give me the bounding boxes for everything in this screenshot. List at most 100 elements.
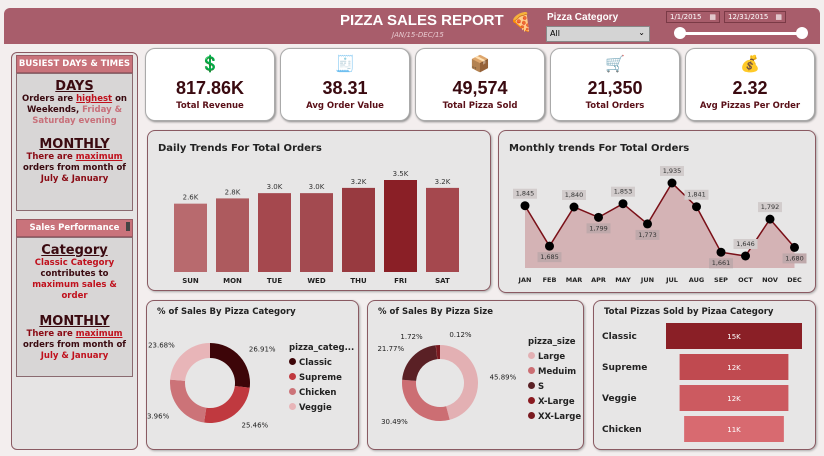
- slice-label: 0.12%: [449, 331, 472, 339]
- legend-label: X-Large: [538, 397, 575, 407]
- x-tick-label: SUN: [182, 277, 199, 285]
- kpi-label: Total Revenue: [176, 101, 244, 111]
- bar: [174, 203, 207, 272]
- data-label: 1,841: [687, 191, 706, 199]
- x-tick-label: SEP: [714, 276, 728, 284]
- kpi-label: Total Pizza Sold: [442, 101, 518, 111]
- legend-dot-icon: [528, 367, 535, 374]
- size-legend: pizza_size Large Meduim S X-Large XX-Large: [528, 335, 581, 425]
- legend-item[interactable]: S: [528, 380, 581, 395]
- legend-dot-icon: [528, 412, 535, 419]
- slice-label: 26.91%: [249, 345, 276, 353]
- legend-label: Chicken: [299, 388, 337, 398]
- bar-data-label: 3.0K: [309, 183, 325, 191]
- data-point: [741, 251, 750, 261]
- bar-data-label: 3.5K: [393, 170, 409, 178]
- x-tick-label: MAR: [566, 276, 583, 284]
- data-point: [790, 242, 799, 252]
- page-title: PIZZA SALES REPORT: [340, 12, 504, 29]
- data-label-bg: [758, 202, 782, 213]
- donut-slice: [170, 343, 210, 381]
- legend-item[interactable]: Veggie: [289, 401, 354, 416]
- legend-dot-icon: [528, 397, 535, 404]
- legend-item[interactable]: Meduim: [528, 365, 581, 380]
- data-label: 1,845: [516, 190, 535, 198]
- bar-data-label: 2.8K: [225, 188, 241, 196]
- legend-item[interactable]: Large: [528, 350, 581, 365]
- scrollbar-thumb[interactable]: [126, 222, 130, 231]
- daily-trends-panel: Daily Trends For Total Orders 2.6K SUN 2.8…: [147, 130, 491, 291]
- data-label: 1,840: [565, 191, 584, 199]
- data-label-bg: [611, 186, 635, 197]
- legend-item[interactable]: Chicken: [289, 386, 354, 401]
- legend-label: Meduim: [538, 367, 577, 377]
- kpi-label: Avg Order Value: [306, 101, 384, 111]
- kpi-value: 817.86K: [175, 78, 245, 98]
- monthly-trends-panel: Monthly trends For Total Orders 1,845 1,6…: [498, 130, 816, 293]
- x-tick-label: TUE: [267, 277, 282, 285]
- data-label-bg: [635, 229, 660, 240]
- slider-start-handle[interactable]: [674, 27, 686, 39]
- money-bag-icon: 💰: [740, 54, 760, 73]
- category-pie-title: % of Sales By Pizza Category: [157, 307, 296, 317]
- donut-slice: [210, 343, 250, 388]
- legend-label: Large: [538, 352, 566, 362]
- x-tick-label: FEB: [543, 276, 557, 284]
- header-bar: PIZZA SALES REPORT JAN/15-DEC/15 🍕 Pizza…: [4, 8, 820, 44]
- cart-check-icon: 🛒: [605, 54, 625, 73]
- kpi-card: 🧾 38.31 Avg Order Value: [280, 48, 410, 121]
- calendar-icon: ▦: [709, 13, 716, 21]
- start-date-input[interactable]: 1/1/2015 ▦: [666, 11, 720, 23]
- x-tick-label: THU: [350, 277, 367, 285]
- legend-dot-icon: [289, 403, 296, 410]
- legend-item[interactable]: XX-Large: [528, 410, 581, 425]
- donut-slice: [435, 345, 438, 360]
- legend-dot-icon: [289, 358, 296, 365]
- data-label-bg: [537, 252, 562, 263]
- kpi-value: 49,574: [452, 78, 508, 98]
- bar-data-label: 15K: [727, 333, 741, 341]
- legend-item[interactable]: Classic: [289, 356, 354, 371]
- bar-data-label: 3.2K: [351, 178, 367, 186]
- end-date-input[interactable]: 12/31/2015 ▦: [724, 11, 786, 23]
- date-range-slider[interactable]: [674, 27, 808, 39]
- page-subtitle: JAN/15-DEC/15: [392, 31, 444, 39]
- x-tick-label: JAN: [518, 276, 532, 284]
- data-label: 1,685: [540, 253, 559, 261]
- data-label-bg: [513, 188, 537, 199]
- legend-item[interactable]: X-Large: [528, 395, 581, 410]
- busiest-days-box: DAYS Orders are highest on Weekends, Fri…: [16, 73, 133, 211]
- data-label: 1,799: [589, 224, 608, 232]
- legend-label: Classic: [299, 358, 332, 368]
- slider-end-handle[interactable]: [796, 27, 808, 39]
- monthly-text-2: There are maximum orders from month of J…: [23, 329, 126, 361]
- category-label: Supreme: [602, 363, 647, 373]
- data-point: [692, 202, 701, 212]
- donut-slice: [170, 379, 207, 423]
- kpi-value: 2.32: [732, 78, 768, 98]
- x-tick-label: MAY: [615, 276, 631, 284]
- daily-trends-chart: 2.6K SUN 2.8K MON 3.0K TUE 3.0K WED 3.2K THU 3.5K F…: [174, 170, 459, 285]
- bar-data-label: 11K: [727, 426, 741, 434]
- data-label-bg: [660, 166, 684, 176]
- series-line: [524, 181, 796, 257]
- bar: [679, 354, 789, 380]
- data-point: [765, 214, 775, 224]
- data-label: 1,680: [785, 254, 804, 262]
- donut-slice: [440, 345, 478, 420]
- legend-dot-icon: [289, 388, 296, 395]
- legend-dot-icon: [289, 373, 296, 380]
- legend-dot-icon: [528, 352, 535, 359]
- data-label-bg: [562, 189, 586, 200]
- category-label: Classic: [602, 332, 637, 342]
- slice-label: 30.49%: [381, 418, 408, 426]
- monthly-trends-title: Monthly trends For Total Orders: [509, 143, 690, 154]
- category-label: Chicken: [602, 425, 642, 435]
- data-label-bg: [733, 239, 758, 249]
- pizza-category-select[interactable]: All ⌄: [546, 26, 650, 42]
- x-tick-label: MON: [223, 277, 242, 285]
- legend-item[interactable]: Supreme: [289, 371, 354, 386]
- slice-label: 21.77%: [377, 345, 404, 353]
- legend-label: Veggie: [299, 403, 332, 413]
- bar: [300, 193, 333, 272]
